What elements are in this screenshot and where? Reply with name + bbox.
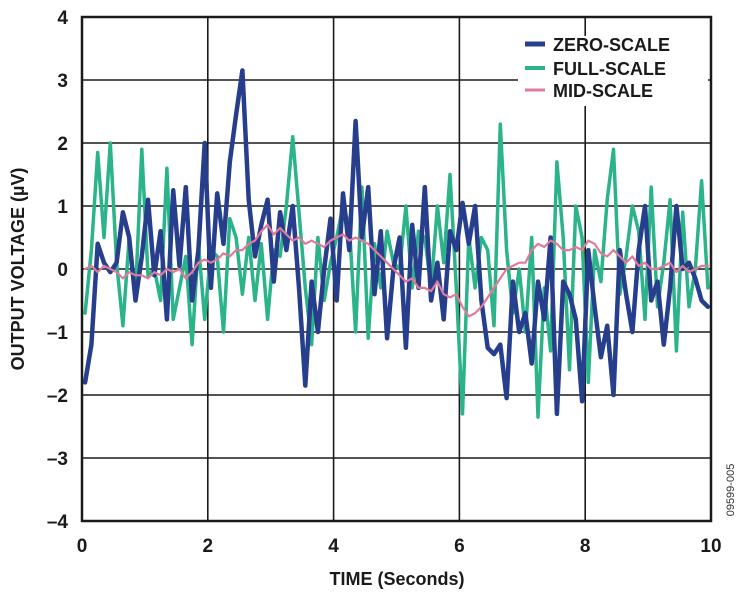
x-axis-title: TIME (Seconds): [329, 569, 464, 589]
legend-background: [518, 36, 708, 106]
legend: ZERO-SCALE FULL-SCALE MID-SCALE: [525, 35, 670, 101]
y-tick-label: 4: [57, 8, 68, 29]
y-tick-label: 0: [57, 260, 68, 281]
x-tick-labels: 0 2 4 6 8 10: [77, 536, 722, 557]
y-tick-label: 2: [57, 134, 68, 155]
legend-label-full-scale: FULL-SCALE: [553, 59, 666, 79]
x-tick-label: 6: [454, 536, 465, 557]
x-tick-label: 0: [77, 536, 88, 557]
figure-id: 09599-005: [725, 464, 737, 517]
plot-frame: [80, 15, 713, 523]
y-axis-title: OUTPUT VOLTAGE (µV): [8, 168, 28, 371]
y-tick-label: –4: [47, 512, 69, 533]
y-tick-label: –1: [47, 323, 69, 344]
legend-label-zero-scale: ZERO-SCALE: [553, 35, 670, 55]
grid: [82, 17, 711, 521]
y-tick-label: 3: [57, 71, 68, 92]
y-tick-label: –3: [47, 449, 68, 470]
series-group: [82, 68, 711, 419]
series-line-full-scale: [83, 122, 710, 419]
series-line-mid-scale: [83, 223, 710, 318]
y-tick-labels: –4 –3 –2 –1 0 1 2 3 4: [47, 8, 69, 533]
x-tick-label: 10: [700, 536, 721, 557]
y-tick-label: –2: [47, 386, 68, 407]
series-line-zero-scale: [82, 68, 711, 417]
x-tick-label: 4: [328, 536, 339, 557]
x-tick-label: 2: [203, 536, 214, 557]
y-tick-label: 1: [57, 197, 68, 218]
legend-label-mid-scale: MID-SCALE: [553, 81, 653, 101]
x-tick-label: 8: [580, 536, 591, 557]
